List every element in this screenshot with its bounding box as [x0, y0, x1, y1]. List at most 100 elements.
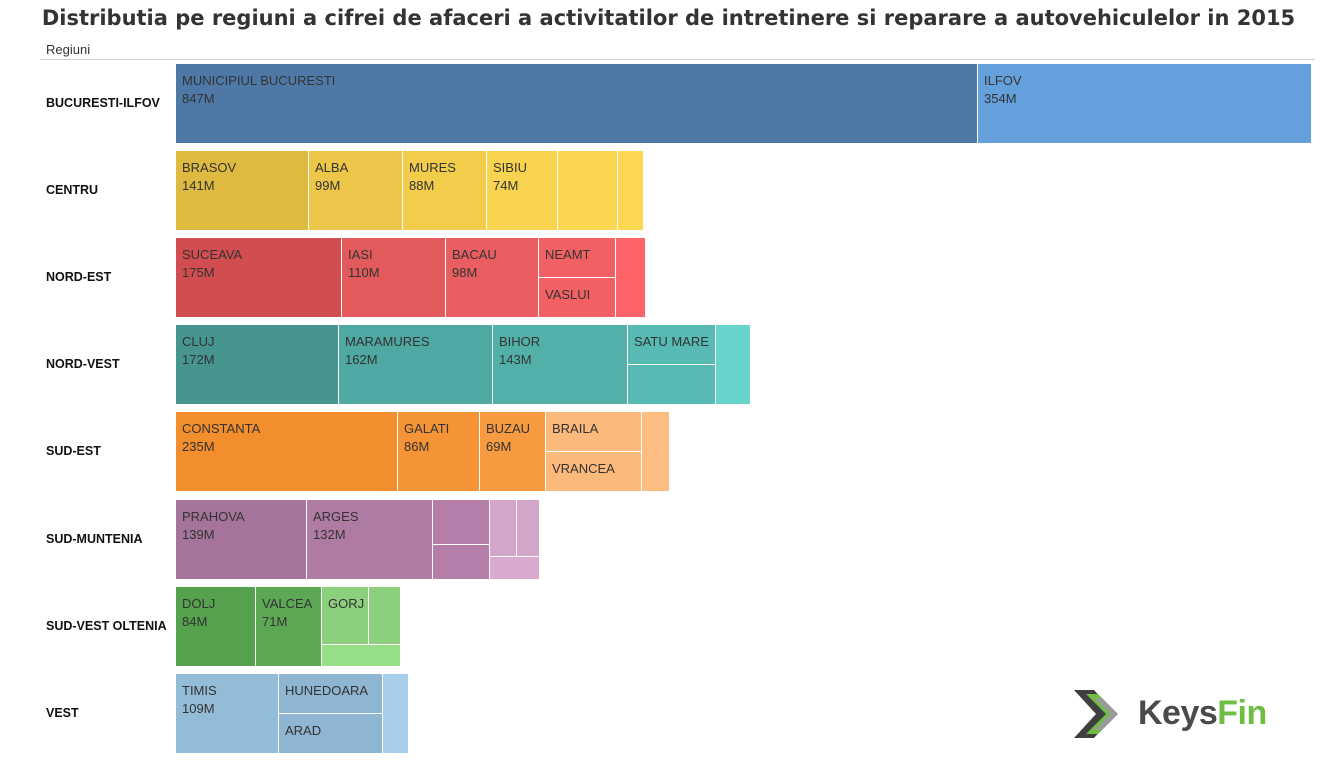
region-label-sud-est: SUD-EST [46, 444, 101, 458]
treemap-cell-suceava[interactable]: SUCEAVA 175M [176, 238, 342, 318]
region-label-nord-est: NORD-EST [46, 270, 112, 284]
cell-label: TIMIS [182, 683, 217, 698]
cell-label: BIHOR [499, 334, 541, 349]
region-label-bucuresti-ilfov: BUCURESTI-ILFOV [46, 96, 160, 110]
cell-value: 84M [182, 614, 208, 629]
region-label-sud-muntenia: SUD-MUNTENIA [46, 532, 143, 546]
treemap-cell-nord-vest-4[interactable] [628, 365, 716, 405]
treemap-cell-galati[interactable]: GALATI 86M [398, 412, 480, 492]
treemap-cell-iasi[interactable]: IASI 110M [342, 238, 446, 318]
cell-label: SUCEAVA [182, 247, 243, 262]
treemap-cell-sud-muntenia-e[interactable] [490, 557, 540, 580]
cell-label: SATU MARE [634, 334, 709, 349]
cell-label: DOLJ [182, 596, 216, 611]
treemap-cell-prahova[interactable]: PRAHOVA 139M [176, 500, 307, 580]
treemap-cell-brasov[interactable]: BRASOV 141M [176, 151, 309, 231]
treemap-cell-ilfov[interactable]: ILFOV 354M [978, 64, 1312, 144]
cell-label: IASI [348, 247, 373, 262]
cell-label: MARAMURES [345, 334, 430, 349]
cell-value: 69M [486, 439, 512, 454]
cell-label: BRAILA [552, 421, 599, 436]
treemap-cell-constanta[interactable]: CONSTANTA 235M [176, 412, 398, 492]
logo-fin-text: Fin [1217, 694, 1267, 732]
cell-label: HUNEDOARA [285, 683, 369, 698]
region-label-centru: CENTRU [46, 183, 99, 197]
cell-value: 71M [262, 614, 288, 629]
treemap-cell-cluj[interactable]: CLUJ 172M [176, 325, 339, 405]
treemap-cell-arad[interactable]: ARAD [279, 714, 383, 754]
treemap-cell-hunedoara[interactable]: HUNEDOARA [279, 674, 383, 714]
header-divider [40, 59, 1315, 60]
region-label-nord-vest: NORD-VEST [46, 357, 120, 371]
cell-value: 139M [182, 527, 215, 542]
treemap-cell-vrancea[interactable]: VRANCEA [546, 452, 642, 492]
treemap-cell-sud-vest-oltenia-b[interactable] [322, 645, 401, 667]
cell-value: 132M [313, 527, 346, 542]
cell-value: 175M [182, 265, 215, 280]
cell-value: 98M [452, 265, 478, 280]
treemap-cell-nord-est-5[interactable] [616, 238, 646, 318]
treemap-cell-sibiu[interactable]: SIBIU 74M [487, 151, 558, 231]
treemap-cell-sud-muntenia-c[interactable] [490, 500, 517, 557]
treemap-cell-sud-muntenia-a[interactable] [433, 500, 490, 545]
logo-keys-text: Keys [1138, 694, 1218, 732]
cell-label: VALCEA [262, 596, 313, 611]
cell-label: MURES [409, 160, 456, 175]
treemap-cell-vaslui[interactable]: VASLUI [539, 278, 616, 318]
cell-label: ARAD [285, 723, 322, 738]
cell-label: BUZAU [486, 421, 531, 436]
treemap-cell-municipiul-bucuresti[interactable]: MUNICIPIUL BUCURESTI 847M [176, 64, 978, 144]
cell-label: BACAU [452, 247, 497, 262]
treemap-cell-nord-vest-5[interactable] [716, 325, 751, 405]
cell-value: 141M [182, 178, 215, 193]
cell-label: CLUJ [182, 334, 215, 349]
treemap-cell-alba[interactable]: ALBA 99M [309, 151, 403, 231]
row-axis-header: Regiuni [46, 42, 91, 57]
cell-label: PRAHOVA [182, 509, 245, 524]
cell-label: BRASOV [182, 160, 237, 175]
treemap-cell-satu-mare[interactable]: SATU MARE [628, 325, 716, 365]
treemap-cell-centru-5[interactable] [618, 151, 644, 231]
treemap-cell-arges[interactable]: ARGES 132M [307, 500, 433, 580]
treemap-cell-bacau[interactable]: BACAU 98M [446, 238, 539, 318]
treemap-cell-centru-4[interactable] [558, 151, 618, 231]
cell-value: 172M [182, 352, 215, 367]
cell-value: 109M [182, 701, 215, 716]
cell-label: GALATI [404, 421, 450, 436]
treemap-cell-buzau[interactable]: BUZAU 69M [480, 412, 546, 492]
cell-value: 847M [182, 91, 215, 106]
chart-title: Distributia pe regiuni a cifrei de aface… [41, 6, 1296, 30]
treemap-cell-valcea[interactable]: VALCEA 71M [256, 587, 322, 667]
treemap-cell-neamt[interactable]: NEAMT [539, 238, 616, 278]
treemap-cell-sud-muntenia-d[interactable] [517, 500, 540, 557]
cell-value: 235M [182, 439, 215, 454]
cell-label: CONSTANTA [182, 421, 261, 436]
region-label-vest: VEST [46, 706, 79, 720]
keysfin-chevron-icon [1074, 690, 1118, 738]
cell-label: ALBA [315, 160, 349, 175]
treemap-cell-mures[interactable]: MURES 88M [403, 151, 487, 231]
treemap-cell-braila[interactable]: BRAILA [546, 412, 642, 452]
treemap-cell-vest-3[interactable] [383, 674, 409, 754]
cell-label: SIBIU [493, 160, 527, 175]
cell-value: 99M [315, 178, 341, 193]
cell-label: GORJ [328, 596, 365, 611]
treemap-cell-sud-muntenia-b[interactable] [433, 545, 490, 580]
keysfin-wordmark: KeysFin [1138, 694, 1267, 733]
cell-value: 88M [409, 178, 435, 193]
cell-value: 110M [348, 265, 380, 280]
cell-label: ILFOV [984, 73, 1022, 88]
cell-value: 143M [499, 352, 532, 367]
cell-value: 74M [493, 178, 519, 193]
treemap-cell-bihor[interactable]: BIHOR 143M [493, 325, 628, 405]
cell-label: MUNICIPIUL BUCURESTI [182, 73, 336, 88]
cell-label: NEAMT [545, 247, 591, 262]
treemap-cell-dolj[interactable]: DOLJ 84M [176, 587, 256, 667]
cell-value: 354M [984, 91, 1017, 106]
treemap-cell-timis[interactable]: TIMIS 109M [176, 674, 279, 754]
treemap-cell-maramures[interactable]: MARAMURES 162M [339, 325, 493, 405]
treemap-cell-sud-est-5[interactable] [642, 412, 670, 492]
treemap-cell-gorj[interactable]: GORJ [322, 587, 369, 645]
treemap-cell-sud-vest-oltenia-a[interactable] [369, 587, 401, 645]
keysfin-logo: KeysFin [1072, 686, 1272, 746]
